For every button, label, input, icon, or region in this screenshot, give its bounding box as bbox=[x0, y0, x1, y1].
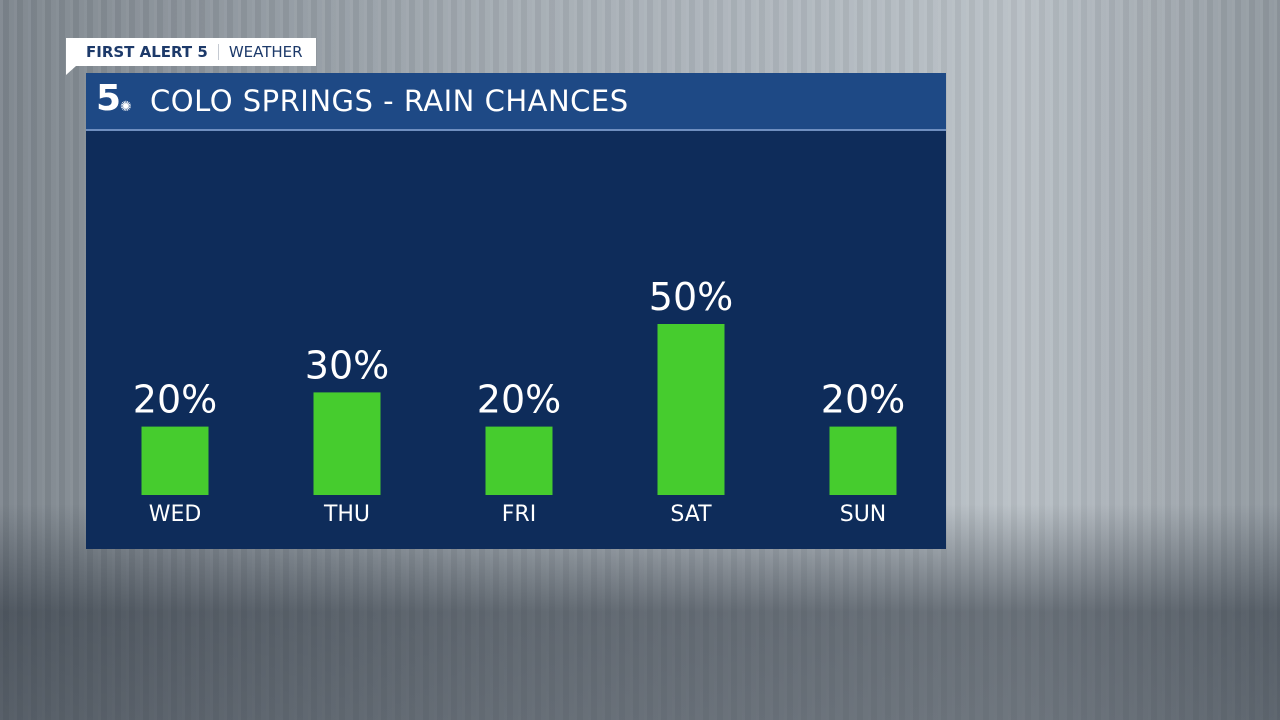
bar-thu bbox=[313, 392, 381, 495]
bar-sun bbox=[829, 426, 897, 495]
bar-wed bbox=[141, 426, 209, 495]
data-label: 50% bbox=[649, 275, 733, 319]
category-label: SAT bbox=[670, 502, 712, 527]
chart-title: COLO SPRINGS - RAIN CHANCES bbox=[150, 84, 629, 118]
tag-bold: FIRST ALERT 5 bbox=[86, 43, 208, 61]
first-alert-tag: FIRST ALERT 5 WEATHER bbox=[66, 38, 316, 75]
bar-sat bbox=[657, 324, 725, 495]
category-label: SUN bbox=[840, 502, 887, 527]
category-label: WED bbox=[149, 502, 202, 527]
data-label: 20% bbox=[133, 378, 217, 422]
bar-fri bbox=[485, 426, 553, 495]
data-label: 30% bbox=[305, 343, 389, 387]
data-label: 20% bbox=[477, 378, 561, 422]
tag-light: WEATHER bbox=[228, 43, 303, 61]
station-logo-icon: 5 ✺ bbox=[96, 78, 132, 119]
category-label: FRI bbox=[502, 502, 536, 527]
data-label: 20% bbox=[821, 378, 905, 422]
tag-divider bbox=[217, 44, 219, 60]
category-label: THU bbox=[323, 502, 370, 527]
chart-header: 5 ✺ COLO SPRINGS - RAIN CHANCES bbox=[86, 73, 946, 131]
